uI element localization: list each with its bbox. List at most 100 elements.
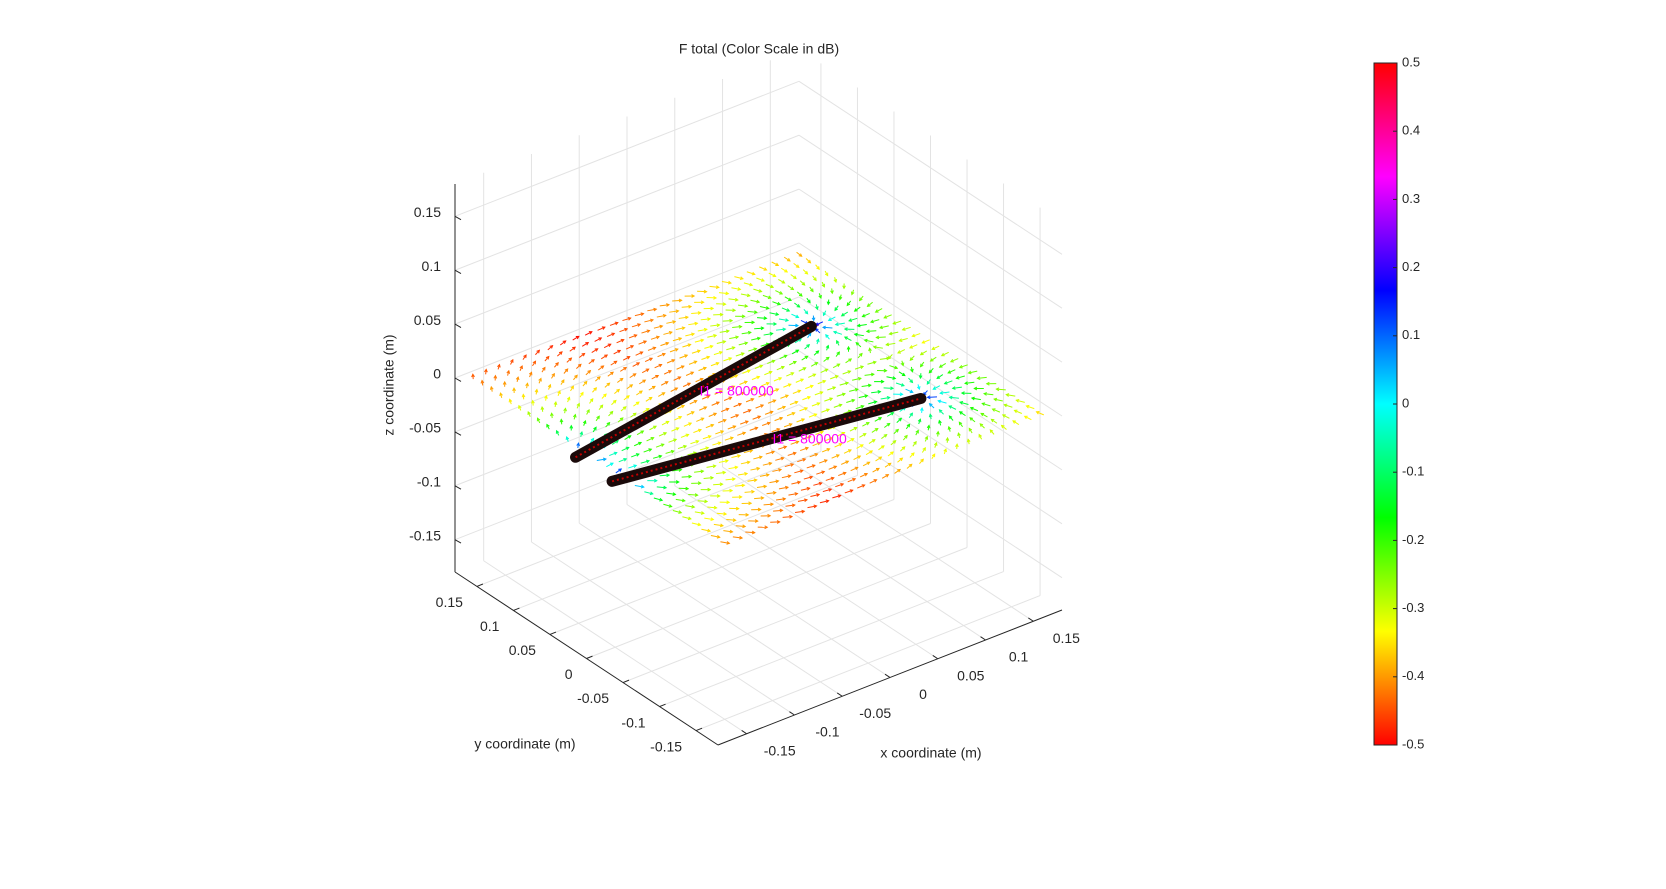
field-arrow bbox=[757, 317, 767, 319]
field-arrow-head bbox=[653, 425, 657, 430]
field-arrow-head bbox=[779, 416, 784, 421]
field-arrow bbox=[600, 354, 608, 360]
field-arrow bbox=[710, 535, 720, 538]
field-arrow-head bbox=[521, 393, 526, 398]
field-arrow bbox=[656, 486, 667, 489]
field-arrow-head bbox=[775, 262, 780, 267]
field-arrow bbox=[619, 328, 628, 333]
field-arrow bbox=[784, 296, 792, 301]
field-arrow bbox=[716, 340, 726, 344]
field-arrow-head bbox=[786, 308, 791, 312]
field-arrow bbox=[802, 396, 811, 401]
field-arrow bbox=[787, 452, 797, 456]
field-arrow-head bbox=[729, 318, 734, 323]
field-arrow bbox=[844, 489, 853, 494]
field-arrow bbox=[688, 322, 698, 326]
field-arrow-head bbox=[582, 419, 587, 424]
field-arrow-head bbox=[926, 424, 931, 429]
field-arrow-head bbox=[909, 357, 914, 361]
field-arrow bbox=[980, 413, 988, 418]
field-arrow-head bbox=[782, 405, 787, 410]
field-arrow bbox=[783, 256, 791, 262]
field-arrow-head bbox=[666, 303, 671, 307]
field-arrow bbox=[653, 325, 663, 329]
field-arrow-head bbox=[594, 348, 599, 352]
field-arrow-head bbox=[648, 396, 653, 401]
field-arrow bbox=[631, 323, 641, 328]
field-arrow-head bbox=[553, 401, 558, 406]
field-arrow-head bbox=[772, 490, 777, 495]
field-arrow-head bbox=[892, 440, 897, 444]
field-arrow-head bbox=[731, 346, 736, 350]
field-arrow-head bbox=[813, 277, 817, 282]
field-arrow bbox=[869, 479, 877, 484]
field-arrow-head bbox=[955, 375, 960, 380]
field-arrow-head bbox=[898, 338, 903, 342]
z-tick-label: -0.1 bbox=[417, 473, 441, 489]
field-arrow-head bbox=[816, 493, 821, 497]
field-arrow-head bbox=[872, 345, 877, 350]
field-arrow-head bbox=[969, 406, 974, 411]
field-arrow bbox=[756, 277, 765, 282]
field-arrow bbox=[881, 434, 887, 440]
field-arrow-head bbox=[947, 370, 952, 374]
field-arrow bbox=[959, 411, 966, 417]
field-arrow bbox=[889, 331, 899, 335]
field-arrow-head bbox=[607, 343, 612, 347]
field-arrow-head bbox=[830, 290, 834, 295]
field-arrow-head bbox=[723, 512, 728, 516]
field-arrow bbox=[1006, 394, 1016, 397]
field-arrow-head bbox=[565, 435, 570, 440]
field-arrow bbox=[841, 311, 849, 317]
field-arrow-head bbox=[707, 317, 712, 321]
field-arrow bbox=[805, 385, 814, 390]
field-arrow bbox=[876, 336, 886, 339]
field-arrow-head bbox=[838, 296, 843, 301]
wire bbox=[570, 320, 817, 463]
field-arrow-head bbox=[600, 365, 605, 369]
field-arrow-head bbox=[885, 474, 890, 478]
field-arrow bbox=[691, 522, 701, 526]
field-arrow-head bbox=[832, 330, 837, 335]
field-arrow-head bbox=[775, 479, 780, 484]
field-arrow-head bbox=[826, 408, 831, 412]
field-arrow-head bbox=[536, 349, 541, 354]
grid-line bbox=[513, 474, 858, 611]
field-arrow bbox=[796, 251, 803, 257]
field-arrow bbox=[618, 458, 627, 463]
field-arrow-head bbox=[710, 306, 715, 311]
field-arrow-head bbox=[678, 298, 683, 303]
field-arrow-head bbox=[665, 420, 670, 425]
field-arrow-head bbox=[827, 317, 832, 321]
field-arrow-head bbox=[1005, 393, 1010, 397]
field-arrow bbox=[631, 453, 640, 458]
field-arrow-head bbox=[959, 401, 964, 405]
colorbar-tick-label: 0.1 bbox=[1402, 327, 1420, 342]
field-arrow bbox=[849, 388, 858, 392]
field-arrow bbox=[666, 321, 676, 324]
field-arrow-head bbox=[801, 281, 806, 286]
grid-line bbox=[798, 242, 1063, 417]
field-arrow bbox=[699, 406, 707, 411]
field-arrow-head bbox=[825, 333, 829, 338]
field-arrow-head bbox=[545, 355, 550, 360]
field-arrow-head bbox=[865, 422, 870, 426]
field-arrow-head bbox=[846, 345, 851, 350]
field-arrow bbox=[686, 411, 695, 416]
field-arrow bbox=[1016, 399, 1025, 403]
field-arrow-head bbox=[991, 408, 996, 412]
field-arrow-head bbox=[869, 319, 874, 324]
field-arrow-head bbox=[645, 368, 650, 372]
field-arrow-head bbox=[484, 368, 488, 373]
field-arrow bbox=[671, 427, 679, 432]
field-arrow bbox=[713, 483, 723, 486]
field-arrow bbox=[824, 437, 833, 442]
x-axis-label: x coordinate (m) bbox=[880, 745, 981, 761]
field-arrow-head bbox=[737, 287, 742, 291]
field-arrow-head bbox=[834, 322, 839, 327]
field-arrow bbox=[653, 497, 663, 501]
field-arrow-head bbox=[738, 324, 743, 329]
field-arrow bbox=[859, 433, 867, 438]
field-arrow-head bbox=[728, 357, 733, 361]
field-arrow bbox=[950, 358, 959, 363]
